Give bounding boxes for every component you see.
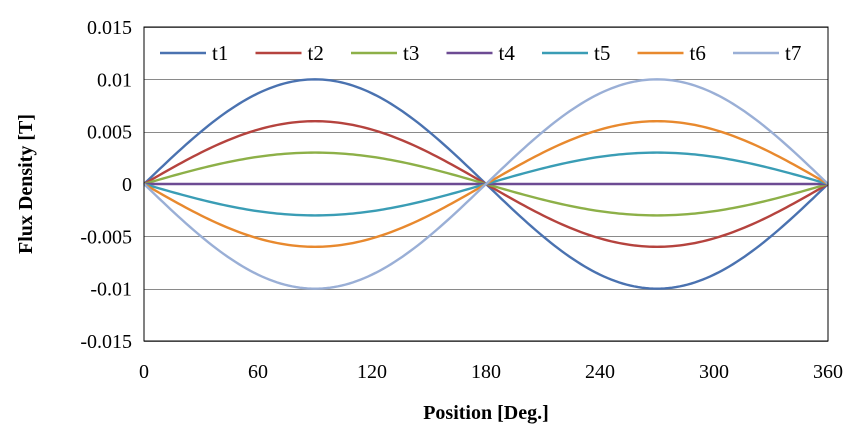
y-tick-label: -0.005 (80, 226, 132, 248)
x-tick-label: 300 (699, 361, 729, 383)
x-tick-label: 240 (585, 361, 615, 383)
legend-label-t4: t4 (499, 41, 516, 65)
y-tick-labels: -0.015 -0.01 -0.005 0 0.005 0.01 0.015 (80, 17, 132, 353)
legend-label-t7: t7 (785, 41, 801, 65)
y-tick-label: 0.01 (97, 69, 132, 91)
x-tick-labels: 0 60 120 180 240 300 360 (139, 361, 843, 383)
x-tick-label: 360 (813, 361, 843, 383)
legend-label-t1: t1 (212, 41, 228, 65)
legend: t1 t2 t3 t4 t5 t6 t7 (160, 41, 801, 65)
legend-label-t3: t3 (403, 41, 419, 65)
x-axis-title: Position [Deg.] (423, 402, 549, 424)
y-tick-label: 0.005 (87, 122, 132, 144)
x-tick-label: 120 (357, 361, 387, 383)
legend-label-t2: t2 (308, 41, 324, 65)
x-tick-label: 0 (139, 361, 149, 383)
x-tick-label: 60 (248, 361, 268, 383)
y-tick-label: 0.015 (87, 17, 132, 39)
series-line-t7 (143, 78, 829, 290)
legend-label-t5: t5 (594, 41, 610, 65)
plot-area-border (143, 26, 829, 342)
y-tick-label: -0.015 (80, 331, 132, 353)
x-tick-label: 180 (471, 361, 501, 383)
y-axis-title: Flux Density [T] (15, 114, 37, 254)
series-lines (143, 78, 829, 290)
y-tick-label: 0 (122, 174, 132, 196)
legend-label-t6: t6 (690, 41, 706, 65)
y-tick-label: -0.01 (90, 279, 132, 301)
